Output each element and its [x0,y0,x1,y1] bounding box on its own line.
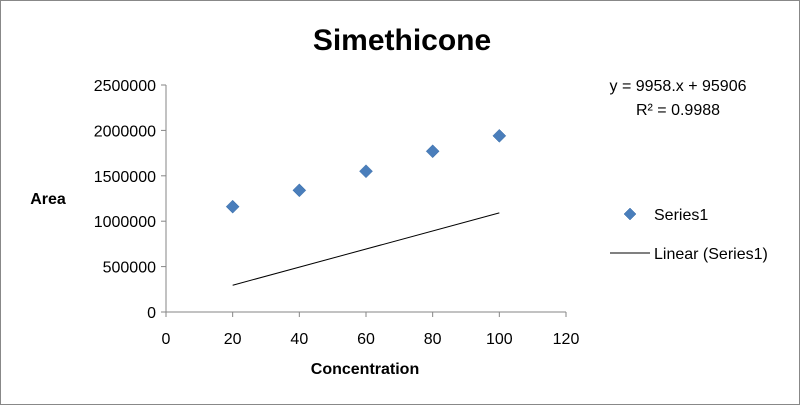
legend-label-series1: Series1 [654,207,708,224]
y-tick-label: 0 [147,305,156,322]
y-tick-label: 2000000 [94,123,156,140]
data-point [359,164,373,179]
y-tick-label: 500000 [103,260,156,277]
chart-title: Simethicone [313,24,491,57]
data-point [492,128,507,143]
data-point [225,199,240,214]
x-tick-label: 20 [224,331,242,348]
x-tick-label: 120 [553,331,580,348]
x-ticks: 0 20 40 60 80 100 120 [162,312,580,348]
x-tick-label: 40 [290,331,308,348]
data-point [292,183,307,198]
points-layer [225,128,507,214]
x-tick-label: 60 [357,331,375,348]
y-ticks: 0 500000 1000000 1500000 2000000 2500000 [94,78,166,322]
trendline-r-squared: R² = 0.9988 [636,102,720,119]
x-tick-label: 0 [162,331,171,348]
y-tick-label: 1000000 [94,214,156,231]
y-axis-label: Area [30,191,66,208]
x-axis-label: Concentration [311,361,419,378]
x-tick-label: 80 [424,331,442,348]
legend: Series1 Linear (Series1) [610,207,768,263]
trendline-equation: y = 9958.x + 95906 [610,78,747,95]
legend-marker-series1 [623,207,637,221]
trendline [232,212,500,286]
y-tick-label: 1500000 [94,169,156,186]
x-tick-label: 100 [486,331,513,348]
legend-label-trendline: Linear (Series1) [654,246,768,263]
y-tick-label: 2500000 [94,78,156,95]
data-point [425,144,440,159]
trendline-layer [232,212,500,286]
